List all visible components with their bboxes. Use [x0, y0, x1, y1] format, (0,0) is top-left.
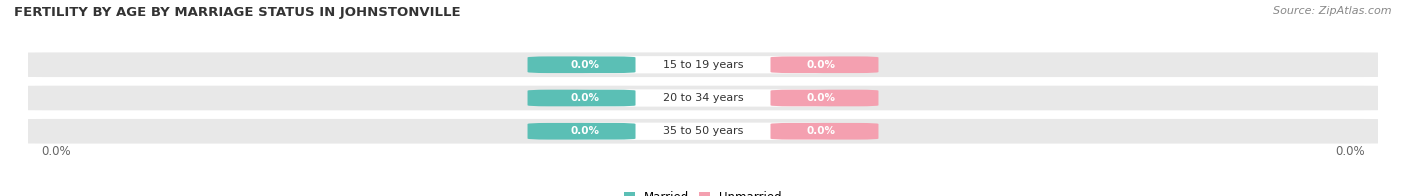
FancyBboxPatch shape	[575, 56, 831, 73]
Text: 0.0%: 0.0%	[807, 93, 835, 103]
Text: 0.0%: 0.0%	[1334, 145, 1364, 158]
FancyBboxPatch shape	[527, 123, 636, 140]
FancyBboxPatch shape	[527, 90, 636, 106]
FancyBboxPatch shape	[770, 56, 879, 73]
FancyBboxPatch shape	[1, 86, 1405, 110]
FancyBboxPatch shape	[1, 119, 1405, 143]
FancyBboxPatch shape	[770, 123, 879, 140]
FancyBboxPatch shape	[770, 90, 879, 106]
Text: 20 to 34 years: 20 to 34 years	[662, 93, 744, 103]
Text: 0.0%: 0.0%	[42, 145, 72, 158]
Text: 0.0%: 0.0%	[571, 93, 599, 103]
FancyBboxPatch shape	[527, 56, 636, 73]
Text: Source: ZipAtlas.com: Source: ZipAtlas.com	[1274, 6, 1392, 16]
FancyBboxPatch shape	[575, 123, 831, 140]
FancyBboxPatch shape	[1, 53, 1405, 77]
Legend: Married, Unmarried: Married, Unmarried	[624, 191, 782, 196]
Text: 15 to 19 years: 15 to 19 years	[662, 60, 744, 70]
Text: 0.0%: 0.0%	[807, 60, 835, 70]
Text: FERTILITY BY AGE BY MARRIAGE STATUS IN JOHNSTONVILLE: FERTILITY BY AGE BY MARRIAGE STATUS IN J…	[14, 6, 461, 19]
Text: 0.0%: 0.0%	[807, 126, 835, 136]
Text: 0.0%: 0.0%	[571, 60, 599, 70]
FancyBboxPatch shape	[575, 89, 831, 107]
Text: 0.0%: 0.0%	[571, 126, 599, 136]
Text: 35 to 50 years: 35 to 50 years	[662, 126, 744, 136]
